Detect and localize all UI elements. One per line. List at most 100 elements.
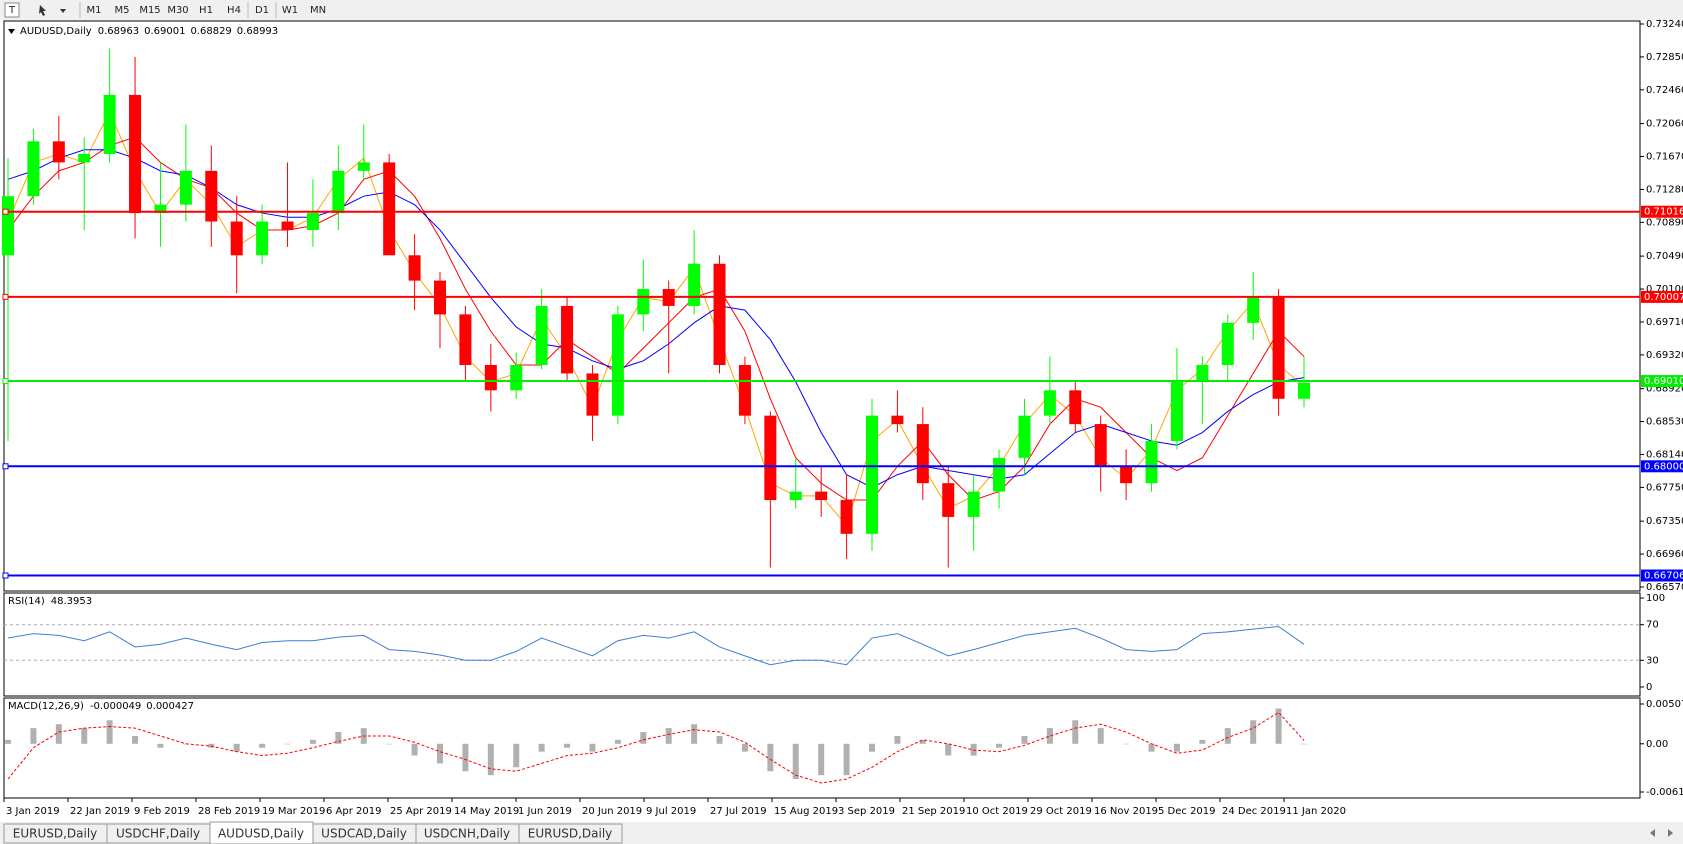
header-value: 0.68993	[237, 26, 278, 37]
tab-label[interactable]: USDCHF,Daily	[116, 827, 200, 841]
macd-bar	[1250, 720, 1257, 744]
candle-body	[1120, 466, 1133, 484]
candle-body	[408, 255, 421, 281]
candle-body	[764, 415, 777, 501]
candle-body	[866, 415, 878, 534]
level-label-box	[1641, 569, 1683, 582]
y-tick-label: 30	[1646, 655, 1659, 666]
macd-bar	[1046, 728, 1053, 744]
tab-label[interactable]: USDCAD,Daily	[321, 827, 407, 841]
header-value: 0.000427	[146, 701, 194, 712]
macd-bar	[1275, 708, 1282, 744]
date-label: 21 Sep 2019	[902, 806, 965, 817]
candle-body	[738, 365, 751, 416]
date-label: 9 Jul 2019	[646, 806, 696, 817]
macd-bar	[1173, 743, 1180, 752]
timeframe-button[interactable]: M5	[115, 5, 130, 16]
macd-bar	[564, 743, 571, 748]
tab[interactable]	[518, 823, 623, 844]
tab-label[interactable]: EURUSD,Daily	[13, 827, 98, 841]
text-tool-icon[interactable]	[4, 2, 20, 18]
macd-bar	[1199, 739, 1206, 744]
cursor-tool-icon[interactable]	[39, 5, 46, 16]
level-handle	[2, 293, 9, 300]
candle-body	[561, 305, 574, 374]
candle-body	[230, 221, 243, 256]
candle-body	[27, 141, 40, 197]
date-label: 20 Jun 2019	[582, 806, 642, 817]
timeframe-button[interactable]: MN	[310, 5, 326, 16]
macd-bar	[335, 732, 342, 744]
tab-label[interactable]: USDCNH,Daily	[424, 827, 510, 841]
candle-body	[1018, 415, 1031, 458]
macd-bar	[894, 735, 901, 744]
macd-bar	[437, 743, 443, 764]
date-label: 16 Nov 2019	[1094, 806, 1158, 817]
macd-bar	[233, 743, 240, 752]
candle-body	[332, 170, 345, 214]
candle-body	[789, 491, 802, 501]
tab-label[interactable]: EURUSD,Daily	[528, 827, 613, 841]
macd-bar	[81, 728, 88, 744]
macd-bar	[284, 743, 291, 745]
header-value: 0.69001	[144, 26, 185, 37]
tab-label[interactable]: AUDUSD,Daily	[218, 827, 304, 841]
moving-average	[7, 149, 1305, 488]
candle-body	[611, 314, 624, 416]
macd-bar	[5, 739, 11, 744]
date-label: 19 Mar 2019	[262, 806, 325, 817]
date-label: 24 Dec 2019	[1222, 806, 1286, 817]
timeframe-button[interactable]: W1	[282, 5, 298, 16]
macd-bar	[996, 743, 1003, 748]
candle-body	[967, 491, 980, 517]
candle-body	[1094, 424, 1107, 467]
macd-bar	[259, 743, 266, 748]
macd-bar	[1224, 728, 1231, 744]
macd-bar	[538, 743, 545, 752]
date-label: 3 Jan 2019	[6, 806, 60, 817]
candle-body	[1221, 322, 1234, 366]
macd-bar	[741, 743, 748, 752]
timeframe-button[interactable]: M30	[167, 5, 188, 16]
timeframe-button[interactable]: M15	[139, 5, 160, 16]
main-panel	[3, 20, 1641, 592]
header-value: 0.68963	[98, 26, 139, 37]
candle-body	[840, 500, 853, 534]
candle-body	[52, 141, 65, 163]
date-label: 5 Dec 2019	[1158, 806, 1216, 817]
candle-body	[942, 483, 955, 517]
candle-body	[179, 170, 192, 205]
y-tick-label: 0.00	[1646, 739, 1668, 750]
date-label: 1 Jun 2019	[518, 806, 572, 817]
tab-scroll-arrows[interactable]	[1650, 829, 1673, 837]
timeframe-button[interactable]: D1	[255, 5, 269, 16]
macd-bar	[792, 743, 799, 780]
candle-body	[1069, 390, 1082, 425]
macd-bar	[106, 720, 113, 744]
candle-body	[510, 365, 523, 391]
candle-body	[535, 305, 548, 366]
timeframe-button[interactable]: H4	[227, 5, 241, 16]
level-label: 0.70007	[1644, 292, 1683, 303]
date-label: 3 Sep 2019	[838, 806, 895, 817]
candle-body	[129, 94, 142, 214]
date-label: 9 Feb 2019	[134, 806, 190, 817]
macd-bar	[55, 724, 62, 744]
date-label: 11 Jan 2020	[1286, 806, 1346, 817]
candle-body	[205, 170, 218, 222]
level-handle	[2, 463, 9, 470]
macd-bar	[589, 743, 596, 752]
timeframe-button[interactable]: H1	[199, 5, 213, 16]
dropdown-arrow[interactable]	[60, 9, 66, 13]
timeframe-button[interactable]: M1	[87, 5, 102, 16]
symbol-dropdown[interactable]	[8, 29, 15, 34]
macd-bar	[919, 739, 926, 744]
macd-bar	[462, 743, 469, 772]
macd-bar	[691, 724, 698, 744]
